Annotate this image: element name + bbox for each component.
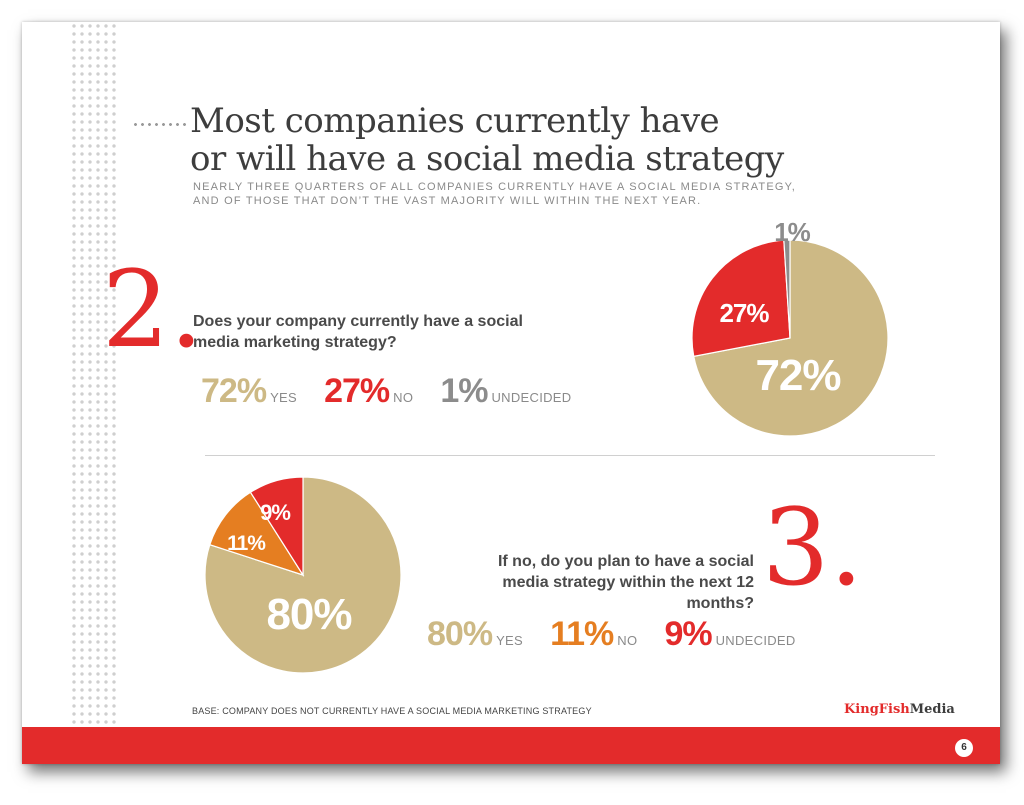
- pie-slice-undecided: [783, 239, 791, 339]
- q3-undecided-label: UNDECIDED: [715, 633, 796, 648]
- section-divider: [205, 455, 935, 456]
- page-number: 6: [955, 739, 973, 757]
- q3-yes-label: YES: [496, 633, 523, 648]
- pie-slice-undecided: [249, 476, 304, 578]
- report-page: Most companies currently have or will ha…: [22, 22, 1000, 764]
- title-line-2: or will have a social media strategy: [190, 139, 784, 179]
- footer-band: [22, 727, 1000, 764]
- pie-slice-yes: [693, 239, 889, 437]
- pie-chart-current-strategy: 72% 27% 1%: [691, 217, 889, 437]
- question-3-line-1: If no, do you plan to have a social: [497, 553, 754, 570]
- question-2-line-2: media marketing strategy?: [193, 334, 397, 351]
- q2-undecided-percent: 1%: [440, 372, 488, 410]
- pie-slice-no: [209, 491, 305, 577]
- dotted-column-decoration: [70, 22, 116, 727]
- base-footnote: BASE: COMPANY DOES NOT CURRENTLY HAVE A …: [192, 706, 592, 716]
- q2-answer-yes: 72% YES: [201, 372, 297, 411]
- page-subtitle: NEARLY THREE QUARTERS OF ALL COMPANIES C…: [193, 180, 796, 208]
- q2-undecided-label: UNDECIDED: [491, 390, 572, 405]
- subtitle-line-2: AND OF THOSE THAT DON’T THE VAST MAJORIT…: [193, 195, 702, 207]
- question-3-text: If no, do you plan to have a social medi…: [482, 551, 754, 614]
- question-2-text: Does your company currently have a socia…: [193, 311, 523, 353]
- q2-answer-no: 27% NO: [324, 372, 413, 411]
- pie-label-undecided: 9%: [260, 500, 290, 525]
- pie-label-yes: 80%: [266, 590, 351, 639]
- question-3-line-2: media strategy within the next 12 months…: [502, 574, 754, 612]
- q3-answer-yes: 80% YES: [427, 615, 523, 654]
- q2-answer-undecided: 1% UNDECIDED: [440, 372, 571, 411]
- q2-no-percent: 27%: [324, 372, 390, 410]
- page-title: Most companies currently have or will ha…: [190, 102, 784, 178]
- pie-label-no: 27%: [719, 298, 769, 328]
- title-leader-dots: [132, 123, 190, 126]
- q3-undecided-percent: 9%: [664, 615, 712, 653]
- pie-slice-no: [691, 239, 791, 358]
- question-2-line-1: Does your company currently have a socia…: [193, 313, 523, 330]
- pie-label-yes: 72%: [755, 351, 840, 400]
- pie-label-undecided: 1%: [774, 217, 810, 247]
- q3-answer-no: 11% NO: [550, 615, 637, 654]
- pie-label-no: 11%: [227, 532, 266, 555]
- q3-answer-undecided: 9% UNDECIDED: [664, 615, 795, 654]
- q2-yes-percent: 72%: [201, 372, 267, 410]
- q3-no-label: NO: [617, 633, 638, 648]
- q2-yes-label: YES: [270, 390, 297, 405]
- q3-no-percent: 11%: [550, 615, 614, 653]
- title-line-1: Most companies currently have: [190, 101, 720, 141]
- question-3-number: 3.: [762, 486, 864, 609]
- question-2-answers: 72% YES 27% NO 1% UNDECIDED: [201, 372, 593, 411]
- q2-no-label: NO: [393, 390, 414, 405]
- pie-chart-plan-within-12-months: 80% 11% 9%: [204, 476, 402, 674]
- kingfish-media-logo: KingFishMedia: [844, 702, 955, 717]
- subtitle-line-1: NEARLY THREE QUARTERS OF ALL COMPANIES C…: [193, 181, 796, 193]
- question-3-answers: 80% YES 11% NO 9% UNDECIDED: [427, 615, 818, 654]
- q3-yes-percent: 80%: [427, 615, 493, 653]
- question-2-number: 2.: [102, 248, 204, 371]
